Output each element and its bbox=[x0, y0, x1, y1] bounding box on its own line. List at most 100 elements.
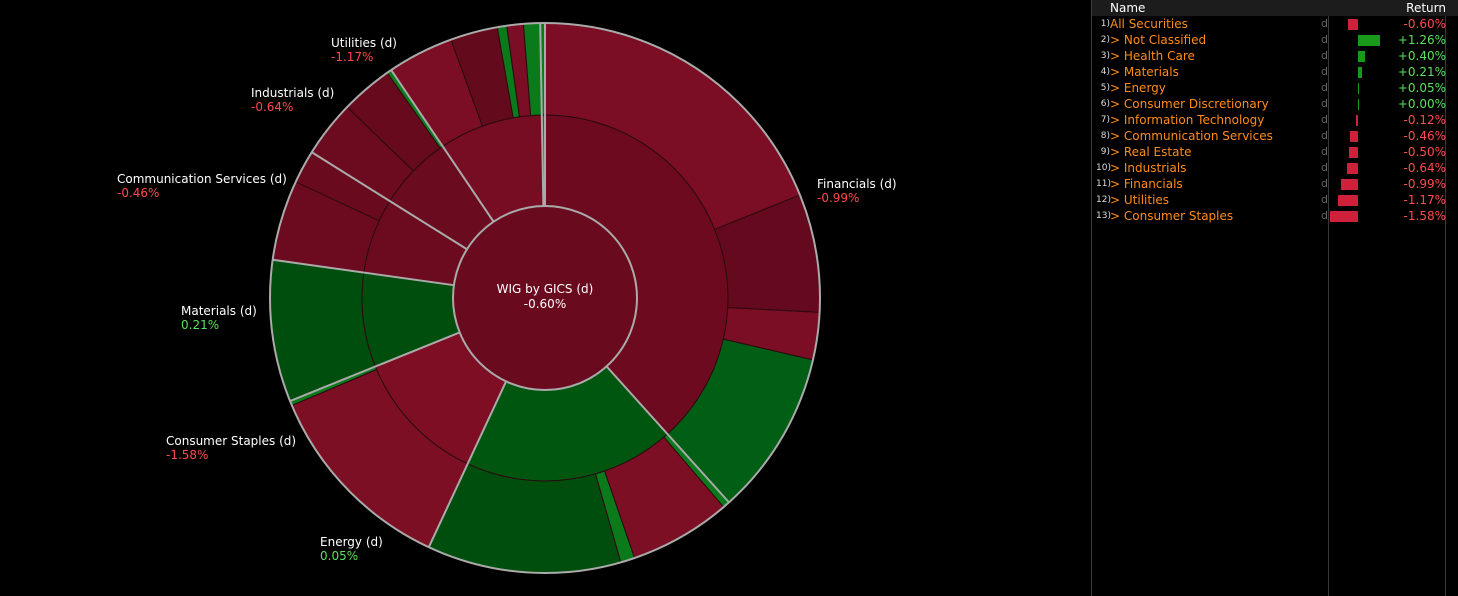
row-index: 4) bbox=[1100, 67, 1110, 77]
return-bar bbox=[1349, 147, 1358, 158]
table-row[interactable]: 4) > Materials d +0.21% bbox=[1092, 64, 1458, 80]
sunburst-center-label: WIG by GICS (d) -0.60% bbox=[455, 282, 635, 312]
table-header: Name Return bbox=[1092, 0, 1458, 16]
row-name[interactable]: > Energy bbox=[1110, 81, 1166, 95]
label-financials[interactable]: Financials (d) -0.99% bbox=[817, 177, 897, 205]
table-row[interactable]: 3) > Health Care d +0.40% bbox=[1092, 48, 1458, 64]
row-name[interactable]: > Consumer Discretionary bbox=[1110, 97, 1269, 111]
row-return: +0.40% bbox=[1397, 49, 1446, 63]
row-name[interactable]: > Communication Services bbox=[1110, 129, 1273, 143]
table-row[interactable]: 10) > Industrials d -0.64% bbox=[1092, 160, 1458, 176]
row-return: -0.46% bbox=[1403, 129, 1446, 143]
table-row[interactable]: 13) > Consumer Staples d -1.58% bbox=[1092, 208, 1458, 224]
table-row[interactable]: 8) > Communication Services d -0.46% bbox=[1092, 128, 1458, 144]
row-index: 8) bbox=[1100, 131, 1110, 141]
table-row[interactable]: 1) All Securities d -0.60% bbox=[1092, 16, 1458, 32]
return-bar bbox=[1358, 99, 1359, 110]
row-return: -1.58% bbox=[1403, 209, 1446, 223]
row-flag: d bbox=[1321, 177, 1328, 190]
column-divider bbox=[1328, 0, 1329, 596]
table-row[interactable]: 2) > Not Classified d +1.26% bbox=[1092, 32, 1458, 48]
table-row[interactable]: 7) > Information Technology d -0.12% bbox=[1092, 112, 1458, 128]
return-bar bbox=[1358, 83, 1359, 94]
row-index: 1) bbox=[1100, 19, 1110, 29]
row-return: -0.64% bbox=[1403, 161, 1446, 175]
row-name[interactable]: > Health Care bbox=[1110, 49, 1195, 63]
row-return: +0.21% bbox=[1397, 65, 1446, 79]
row-return: -0.60% bbox=[1403, 17, 1446, 31]
row-name[interactable]: All Securities bbox=[1110, 17, 1188, 31]
row-index: 9) bbox=[1100, 147, 1110, 157]
return-bar bbox=[1358, 35, 1381, 46]
sector-separator bbox=[539, 23, 545, 207]
center-disc[interactable] bbox=[452, 205, 638, 391]
row-index: 2) bbox=[1100, 35, 1110, 45]
row-return: +0.05% bbox=[1397, 81, 1446, 95]
label-energy[interactable]: Energy (d) 0.05% bbox=[320, 535, 383, 563]
row-flag: d bbox=[1321, 113, 1328, 126]
label-communication-services[interactable]: Communication Services (d) -0.46% bbox=[117, 172, 287, 200]
row-name[interactable]: > Financials bbox=[1110, 177, 1183, 191]
row-index: 11) bbox=[1096, 179, 1111, 189]
row-name[interactable]: > Information Technology bbox=[1110, 113, 1265, 127]
return-bar bbox=[1358, 51, 1365, 62]
row-return: -0.99% bbox=[1403, 177, 1446, 191]
return-bar bbox=[1330, 211, 1358, 222]
row-index: 10) bbox=[1096, 163, 1111, 173]
returns-table-body: 1) All Securities d -0.60% 2) > Not Classifie… bbox=[1092, 16, 1458, 224]
sector-separator bbox=[390, 69, 495, 223]
label-industrials[interactable]: Industrials (d) -0.64% bbox=[251, 86, 335, 114]
header-return[interactable]: Return bbox=[1406, 1, 1446, 15]
row-flag: d bbox=[1321, 97, 1328, 110]
center-value: -0.60% bbox=[523, 297, 567, 311]
sector-separator bbox=[289, 331, 461, 402]
row-name[interactable]: > Not Classified bbox=[1110, 33, 1207, 47]
header-name[interactable]: Name bbox=[1110, 1, 1146, 15]
row-index: 7) bbox=[1100, 115, 1110, 125]
outer-ring bbox=[269, 22, 821, 574]
row-flag: d bbox=[1321, 209, 1328, 222]
row-name[interactable]: > Industrials bbox=[1110, 161, 1187, 175]
row-name[interactable]: > Utilities bbox=[1110, 193, 1170, 207]
row-flag: d bbox=[1321, 49, 1328, 62]
sector-separator bbox=[427, 380, 508, 548]
row-return: +1.26% bbox=[1397, 33, 1446, 47]
row-return: -0.12% bbox=[1403, 113, 1446, 127]
row-flag: d bbox=[1321, 65, 1328, 78]
table-row[interactable]: 11) > Financials d -0.99% bbox=[1092, 176, 1458, 192]
sunburst-chart[interactable]: WIG by GICS (d) -0.60% Financials (d) -0… bbox=[0, 0, 1090, 596]
row-flag: d bbox=[1321, 33, 1328, 46]
table-row[interactable]: 12) > Utilities d -1.17% bbox=[1092, 192, 1458, 208]
row-return: +0.00% bbox=[1397, 97, 1446, 111]
table-row[interactable]: 5) > Energy d +0.05% bbox=[1092, 80, 1458, 96]
row-return: -1.17% bbox=[1403, 193, 1446, 207]
label-materials[interactable]: Materials (d) 0.21% bbox=[181, 304, 257, 332]
row-flag: d bbox=[1321, 17, 1328, 30]
return-bar bbox=[1340, 179, 1358, 190]
center-title: WIG by GICS (d) bbox=[496, 282, 594, 296]
row-flag: d bbox=[1321, 81, 1328, 94]
returns-panel: Name Return 1) All Securities d -0.60% 2) > N… bbox=[1091, 0, 1458, 596]
return-bar bbox=[1349, 131, 1358, 142]
return-bar bbox=[1358, 67, 1362, 78]
row-index: 3) bbox=[1100, 51, 1110, 61]
row-index: 12) bbox=[1096, 195, 1111, 205]
sunburst-svg[interactable] bbox=[0, 0, 1090, 596]
row-index: 5) bbox=[1100, 83, 1110, 93]
table-row[interactable]: 6) > Consumer Discretionary d +0.00% bbox=[1092, 96, 1458, 112]
sector-separator bbox=[272, 258, 455, 287]
table-row[interactable]: 9) > Real Estate d -0.50% bbox=[1092, 144, 1458, 160]
return-bar bbox=[1347, 19, 1358, 30]
row-flag: d bbox=[1321, 145, 1328, 158]
return-bar bbox=[1355, 115, 1358, 126]
label-consumer-staples[interactable]: Consumer Staples (d) -1.58% bbox=[166, 434, 297, 462]
row-name[interactable]: > Consumer Staples bbox=[1110, 209, 1234, 223]
row-flag: d bbox=[1321, 193, 1328, 206]
sector-separator bbox=[311, 151, 468, 251]
row-name[interactable]: > Real Estate bbox=[1110, 145, 1192, 159]
return-bar bbox=[1337, 195, 1358, 206]
row-flag: d bbox=[1321, 161, 1328, 174]
label-utilities[interactable]: Utilities (d) -1.17% bbox=[331, 36, 397, 64]
column-divider bbox=[1445, 0, 1446, 596]
row-name[interactable]: > Materials bbox=[1110, 65, 1179, 79]
